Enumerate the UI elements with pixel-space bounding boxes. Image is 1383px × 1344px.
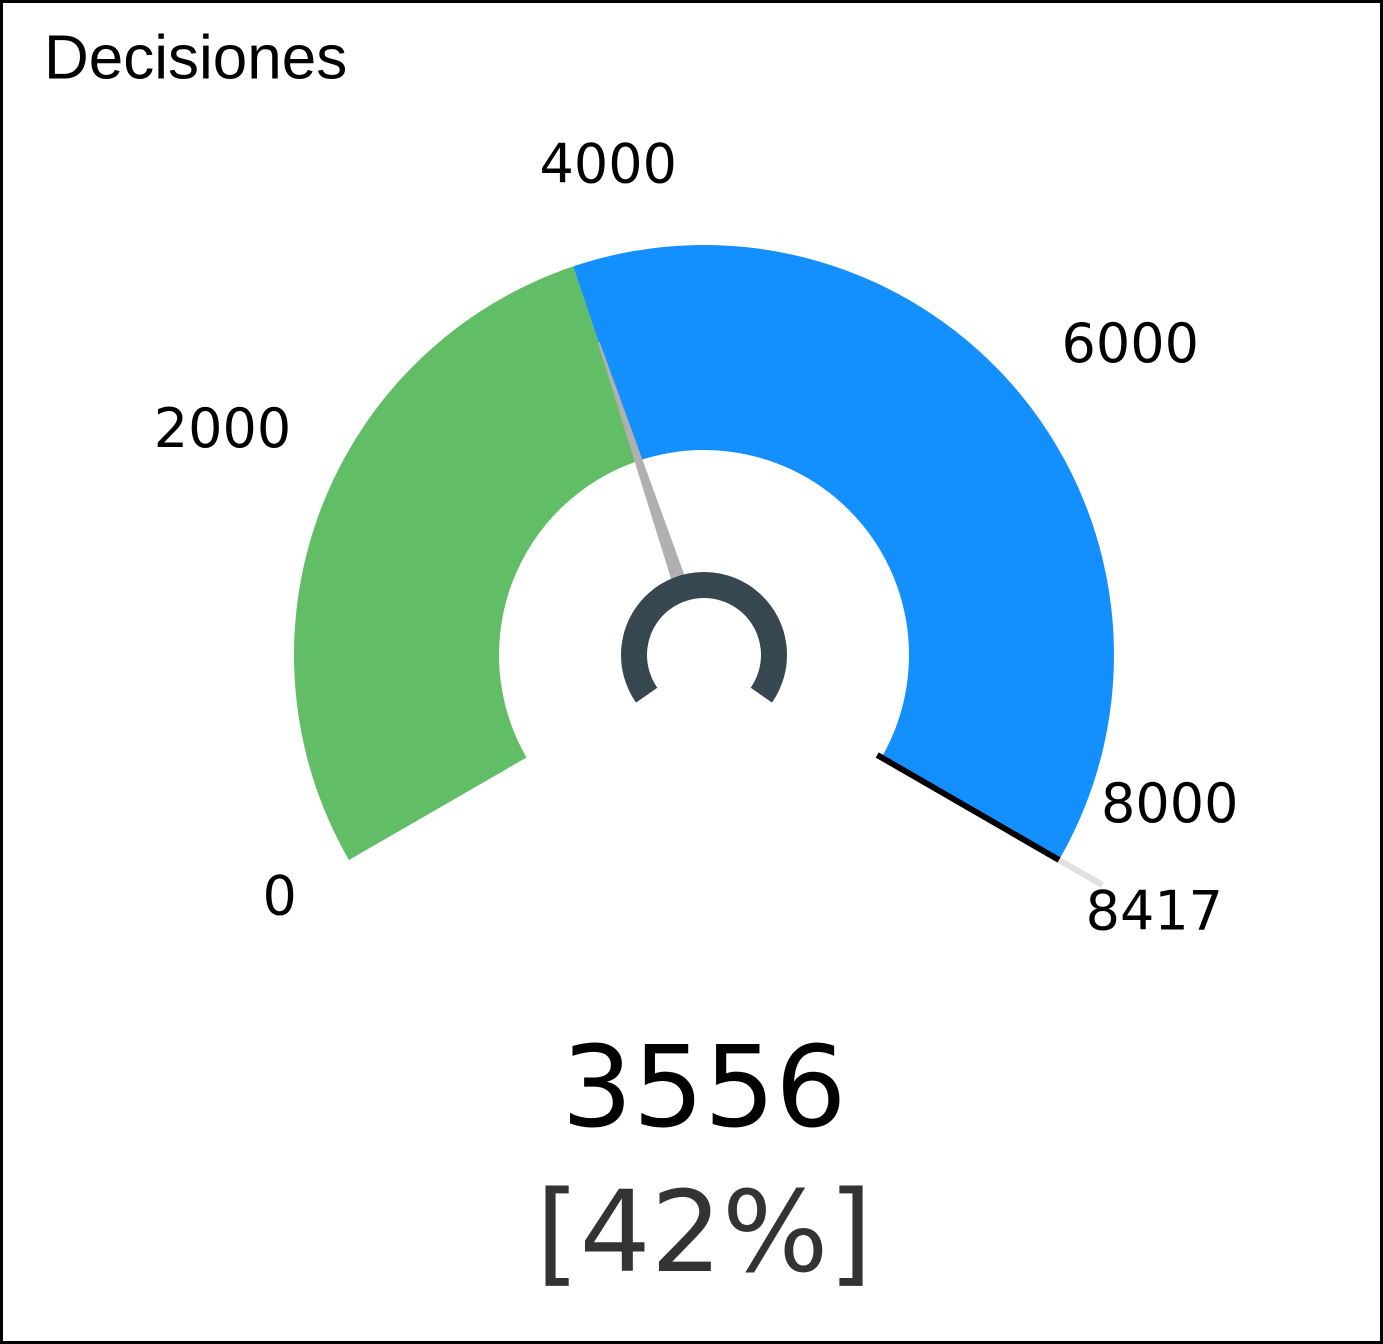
needle-hub (621, 572, 787, 703)
max-marker (875, 752, 1061, 863)
tick-label: 4000 (540, 132, 677, 195)
chart-title: Decisiones (44, 23, 347, 92)
tick-label: 6000 (1062, 312, 1199, 375)
percent-readout: [42%] (536, 1168, 872, 1298)
tick-label: 0 (262, 865, 296, 928)
tick-label: 2000 (154, 397, 291, 460)
value-band (294, 266, 639, 860)
tick-label: 8000 (1101, 772, 1238, 835)
max-label: 8417 (1086, 880, 1223, 943)
rest-band (573, 245, 1114, 861)
value-readout: 3556 (561, 1023, 846, 1153)
max-leader (1057, 857, 1104, 888)
